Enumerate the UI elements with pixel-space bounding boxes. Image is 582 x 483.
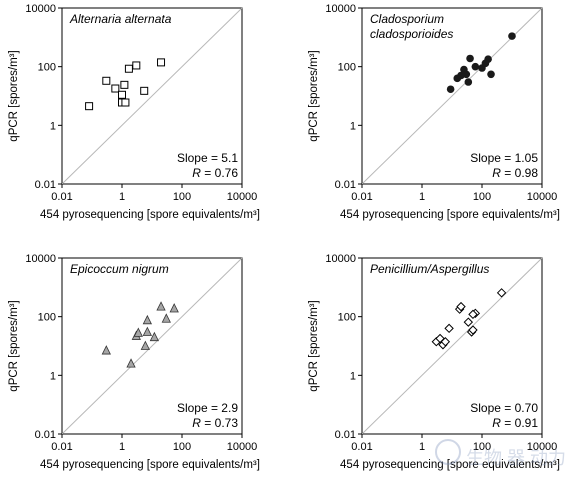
r-annotation: R = 0.91 xyxy=(492,416,538,430)
panel-title: Epicoccum nigrum xyxy=(70,262,169,276)
data-point xyxy=(121,98,130,107)
panel-title: Penicillium/Aspergillus xyxy=(370,262,489,276)
y-tick-label: 10000 xyxy=(325,3,356,15)
panel-title: Cladosporium cladosporioides xyxy=(370,12,453,41)
x-tick-label: 100 xyxy=(173,191,191,203)
y-axis-label: qPCR [spores/m³] xyxy=(308,300,320,391)
data-point xyxy=(468,309,478,320)
data-point xyxy=(120,80,129,89)
y-axis-label: qPCR [spores/m³] xyxy=(308,50,320,141)
data-point xyxy=(508,32,516,40)
y-tick-label: 1 xyxy=(350,120,356,132)
data-point xyxy=(156,301,166,311)
data-point xyxy=(111,84,120,93)
data-point xyxy=(444,323,454,334)
x-tick-label: 0.01 xyxy=(351,441,372,453)
y-tick-label: 0.01 xyxy=(335,179,356,191)
data-point xyxy=(463,317,474,327)
slope-annotation: Slope = 5.1 xyxy=(177,151,238,165)
x-tick-label: 10000 xyxy=(227,191,258,203)
y-tick-label: 10000 xyxy=(325,253,356,265)
one-to-one-line xyxy=(61,257,243,435)
data-point xyxy=(464,78,473,86)
data-point xyxy=(161,313,171,323)
data-point xyxy=(456,301,466,312)
x-tick-label: 100 xyxy=(473,441,491,453)
y-tick-label: 100 xyxy=(338,62,356,74)
x-tick-label: 0.01 xyxy=(351,191,372,203)
x-tick-label: 10000 xyxy=(227,441,258,453)
y-axis-label: qPCR [spores/m³] xyxy=(8,300,20,391)
watermark-text: 生物 器 动力 xyxy=(466,448,566,468)
x-tick-label: 1 xyxy=(119,441,125,453)
data-point xyxy=(466,54,474,63)
one-to-one-line xyxy=(361,257,543,435)
data-point xyxy=(149,331,160,342)
data-point xyxy=(118,90,126,99)
data-point xyxy=(140,86,149,95)
r-annotation: R = 0.76 xyxy=(192,166,238,180)
data-point xyxy=(101,345,111,355)
watermark: 生物 器 动力 xyxy=(435,439,566,468)
y-axis-label: qPCR [spores/m³] xyxy=(8,50,20,141)
data-point xyxy=(124,64,133,73)
panel-title: Alternaria alternata xyxy=(69,12,172,26)
slope-annotation: Slope = 1.05 xyxy=(470,151,538,165)
y-tick-label: 10000 xyxy=(25,253,56,265)
x-tick-label: 1 xyxy=(419,441,425,453)
data-point xyxy=(484,55,492,63)
x-axis-label: 454 pyrosequencing [spore equivalents/m³… xyxy=(40,209,260,221)
r-annotation: R = 0.98 xyxy=(492,166,538,180)
slope-annotation: Slope = 0.70 xyxy=(470,401,538,415)
watermark-logo xyxy=(435,439,461,465)
r-annotation: R = 0.73 xyxy=(192,416,238,430)
x-axis-label: 454 pyrosequencing [spore equivalents/m³… xyxy=(340,459,560,471)
x-tick-label: 10000 xyxy=(527,191,558,203)
data-point xyxy=(446,85,455,94)
x-axis-label: 454 pyrosequencing [spore equivalents/m³… xyxy=(40,459,260,471)
data-point xyxy=(462,70,471,79)
y-tick-label: 10000 xyxy=(25,3,56,15)
data-point xyxy=(140,340,150,350)
data-point xyxy=(142,326,153,336)
data-point xyxy=(102,76,111,85)
data-point xyxy=(126,358,136,368)
data-point xyxy=(496,288,507,298)
data-point xyxy=(468,325,478,335)
y-tick-label: 0.01 xyxy=(35,429,56,441)
x-axis-label: 454 pyrosequencing [spore equivalents/m³… xyxy=(340,209,560,221)
data-point xyxy=(133,327,143,337)
x-tick-label: 100 xyxy=(173,441,191,453)
data-point xyxy=(157,58,166,67)
y-tick-label: 0.01 xyxy=(335,429,356,441)
y-tick-label: 100 xyxy=(38,62,56,74)
data-point xyxy=(471,62,480,71)
y-tick-label: 1 xyxy=(50,370,56,382)
x-tick-label: 0.01 xyxy=(51,441,72,453)
slope-annotation: Slope = 2.9 xyxy=(177,401,238,415)
x-tick-label: 1 xyxy=(419,191,425,203)
x-tick-label: 1 xyxy=(119,191,125,203)
data-point xyxy=(85,102,94,111)
one-to-one-line xyxy=(61,7,243,185)
chart-panel-3: 0.01 1 100 10000 0.01 1 100 10000 454 pyrosequen… xyxy=(8,253,260,471)
data-point xyxy=(440,337,451,347)
chart-panel-2: 0.01 1 100 10000 0.01 1 100 10000 454 pyrosequen… xyxy=(308,3,560,221)
data-point xyxy=(169,303,179,313)
x-tick-label: 10000 xyxy=(527,441,558,453)
x-tick-label: 100 xyxy=(473,191,491,203)
y-tick-label: 1 xyxy=(350,370,356,382)
y-tick-label: 100 xyxy=(38,312,56,324)
y-tick-label: 0.01 xyxy=(35,179,56,191)
x-tick-label: 0.01 xyxy=(51,191,72,203)
y-tick-label: 100 xyxy=(338,312,356,324)
data-point xyxy=(142,314,153,325)
chart-panel-1: 0.01 1 100 10000 0.01 1 100 10000 454 pyrosequen… xyxy=(8,3,260,221)
data-point xyxy=(132,61,141,70)
data-point xyxy=(487,70,495,79)
y-tick-label: 1 xyxy=(50,120,56,132)
chart-panel-4: 0.01 1 100 10000 0.01 1 100 10000 454 pyrosequen… xyxy=(308,253,560,471)
